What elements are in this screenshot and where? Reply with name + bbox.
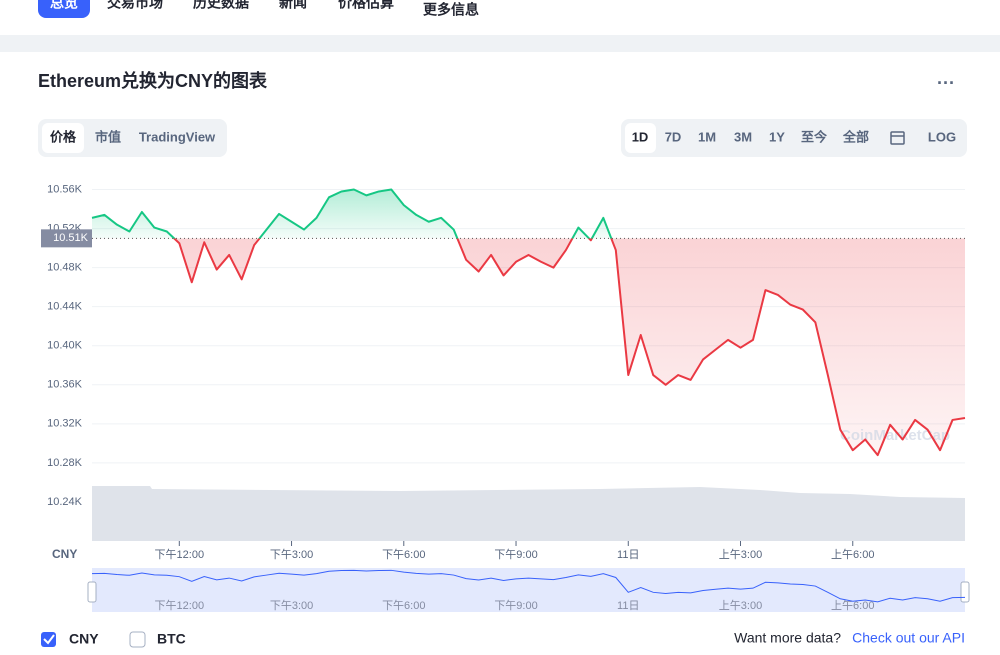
range-button[interactable]: LOG [928,129,956,144]
navigator-label: 下午9:00 [494,599,537,612]
reference-label-bg [41,229,92,248]
nav-item[interactable]: 交易市场 [107,0,163,11]
x-tick-label: 下午12:00 [155,548,205,561]
y-tick-label: 10.24K [47,496,83,508]
x-tick-label: 下午9:00 [494,548,537,561]
nav-item[interactable]: 更多信息 [423,2,479,18]
nav-handle[interactable] [960,581,970,603]
x-tick-label: 11日 [617,549,639,561]
navigator-line [91,569,966,603]
navigator-label: 下午6:00 [382,599,425,612]
range-button[interactable]: 1Y [769,129,785,144]
chart-tab[interactable]: 价格 [50,129,77,144]
x-tick-label: 下午6:00 [382,548,425,561]
y-tick-label: 10.56K [47,183,83,195]
navigator-label: 上午3:00 [719,599,762,612]
y-tick-label: 10.36K [47,379,83,391]
navigator-label: 上午6:00 [831,599,874,612]
tab-active [42,123,84,153]
chart-tab[interactable]: TradingView [139,129,216,144]
nav-item[interactable]: 价格估算 [338,0,394,11]
x-tick-label: 下午3:00 [270,548,313,561]
checkmark [43,634,55,645]
range-button[interactable]: 7D [665,129,682,144]
y-tick-label: 10.44K [47,301,83,313]
x-tick-label: 上午3:00 [719,548,762,561]
nav-item[interactable]: 新闻 [279,0,307,11]
y-tick-label: 10.28K [47,457,83,469]
chart-tab[interactable]: 市值 [95,129,121,144]
more-menu[interactable]: ··· [937,73,955,93]
range-button[interactable]: 全部 [842,129,869,144]
y-tick-label: 10.32K [47,418,83,430]
range-group [621,119,967,157]
api-link[interactable]: Check out our API [852,630,965,646]
nav-handle[interactable] [87,581,97,603]
band [0,35,1000,52]
calendar-icon[interactable] [890,131,905,145]
area-down [174,238,965,456]
navigator-label: 下午12:00 [155,599,205,612]
nav-item[interactable]: 历史数据 [193,0,249,11]
range-button[interactable]: 1D [632,129,649,144]
y-tick-label: 10.48K [47,262,83,274]
range-button[interactable]: 3M [734,129,752,144]
reference-label: 10.51K [53,232,89,244]
price-line [91,188,966,457]
navigator[interactable] [92,568,965,612]
range-button[interactable]: 至今 [801,129,828,144]
legend-label[interactable]: BTC [157,631,186,647]
range-active [625,123,656,153]
nav-item[interactable]: 总览 [50,0,78,11]
x-tick-label: 上午6:00 [831,548,874,561]
navigator-label: 下午3:00 [270,599,313,612]
footer-text: Want more data? [734,630,841,646]
tab-group [38,119,227,157]
range-button[interactable]: 1M [698,129,716,144]
area-up [92,189,965,239]
title: Ethereum兑换为CNY的图表 [38,70,268,91]
watermark: CoinMarketCap [840,427,950,444]
legend-label[interactable]: CNY [69,631,99,647]
y-axis-unit: CNY [52,547,77,561]
checkbox[interactable] [129,631,146,648]
nav-active[interactable] [38,0,90,18]
navigator-label: 11日 [617,600,639,612]
volume [92,486,965,541]
checkbox-checked[interactable] [41,632,56,647]
y-tick-label: 10.40K [47,340,83,352]
